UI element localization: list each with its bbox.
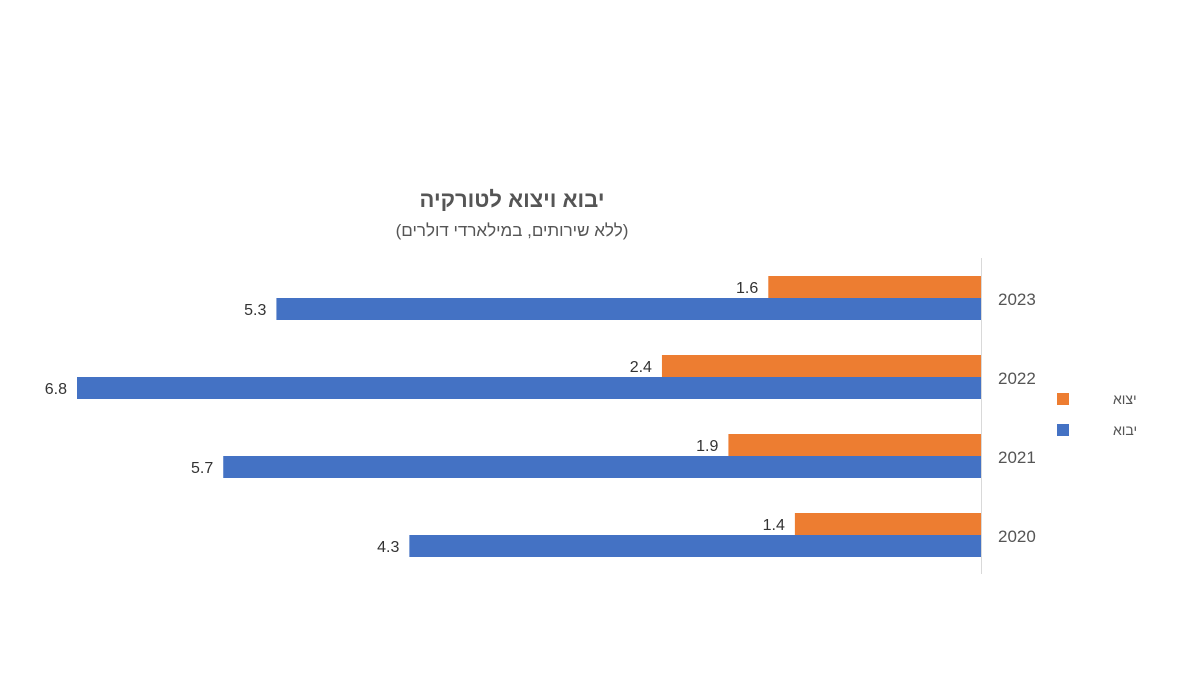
plot-area: 1.6 5.3 2023 2.4 6.8 2022 1.9 5.7 2021 1.4 4.3 2020	[45, 258, 1036, 574]
bar-2023-0	[768, 276, 981, 298]
category-tick-label: 2022	[998, 369, 1036, 388]
legend: יצוא יבוא	[1057, 391, 1137, 438]
legend-label-1: יבוא	[1113, 422, 1137, 438]
data-label-2021-0: 1.9	[696, 438, 718, 455]
chart-title: יבוא ויצוא לטורקיה	[420, 187, 605, 212]
bar-2021-0	[728, 434, 981, 456]
category-tick-label: 2023	[998, 290, 1036, 309]
bar-2020-1	[409, 535, 982, 557]
data-label-2022-1: 6.8	[45, 381, 67, 398]
legend-label-0: יצוא	[1113, 391, 1137, 407]
data-label-2020-0: 1.4	[763, 517, 785, 534]
legend-swatch-0	[1057, 393, 1069, 405]
data-label-2023-0: 1.6	[736, 280, 758, 297]
data-label-2023-1: 5.3	[244, 302, 266, 319]
data-label-2021-1: 5.7	[191, 460, 213, 477]
category-tick-label: 2020	[998, 527, 1036, 546]
bar-2023-1	[276, 298, 982, 320]
category-tick-label: 2021	[998, 448, 1036, 467]
bar-2021-1	[223, 456, 981, 478]
bar-2022-0	[661, 355, 981, 377]
bar-2022-1	[77, 377, 981, 399]
legend-swatch-1	[1057, 424, 1069, 436]
bar-2020-0	[794, 513, 981, 535]
data-label-2022-0: 2.4	[630, 359, 652, 376]
data-label-2020-1: 4.3	[377, 539, 399, 556]
chart-subtitle: (ללא שירותים, במילארדי דולרים)	[396, 221, 629, 240]
